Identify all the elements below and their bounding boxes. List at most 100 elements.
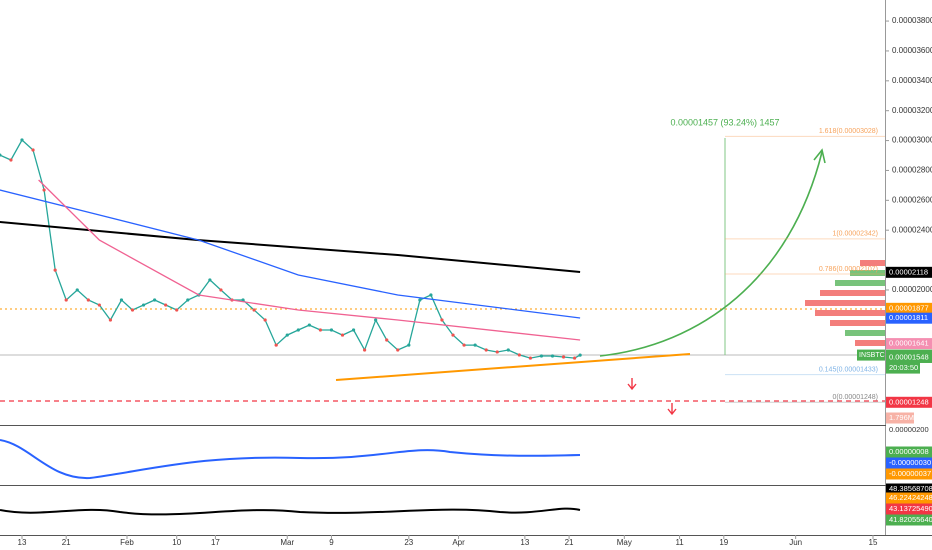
down-arrow	[627, 378, 637, 391]
osc-badge-text: 41.82055640	[889, 515, 932, 524]
macd-badge	[886, 424, 932, 436]
price-point	[550, 354, 555, 358]
price-point	[495, 350, 499, 354]
price-badge	[886, 266, 932, 278]
price-point	[53, 268, 57, 272]
price-point	[31, 148, 35, 152]
price-point	[186, 298, 190, 302]
macd-badge-text: -0.00000030	[889, 458, 931, 467]
x-tick-label: 13	[520, 538, 529, 547]
price-point	[20, 138, 24, 142]
price-point	[9, 158, 13, 162]
profile-bar	[820, 290, 885, 296]
price-point	[517, 353, 521, 357]
price-point	[385, 338, 389, 342]
macd-badge-text: -0.00000037	[889, 469, 931, 478]
macd-badge	[886, 468, 932, 480]
arrow-head	[813, 148, 826, 164]
price-point	[108, 318, 113, 322]
price-point	[539, 354, 544, 358]
x-tick-label: 21	[62, 538, 71, 547]
x-tick-label: 19	[719, 538, 728, 547]
price-point	[252, 308, 256, 312]
price-point	[318, 328, 323, 332]
price-point	[241, 298, 245, 302]
price-point	[440, 318, 444, 322]
fib-label: 0.145(0.00001433)	[819, 367, 878, 374]
price-point	[42, 188, 46, 192]
profile-bar	[845, 330, 885, 336]
price-point	[274, 343, 278, 347]
price-badge-text: 0.00001548	[889, 352, 929, 361]
moving-average	[38, 179, 581, 341]
y-tick-label: 0.00003200	[892, 106, 932, 115]
x-tick-label: Apr	[452, 538, 465, 547]
projection-arrow	[599, 151, 823, 357]
price-point	[307, 323, 311, 327]
price-point	[363, 348, 367, 352]
price-badge-text: 0.00001811	[889, 313, 928, 322]
price-point	[506, 348, 510, 352]
x-tick-label: Feb	[120, 538, 134, 547]
price-point	[219, 288, 223, 292]
profile-bar	[830, 320, 885, 326]
trend-line	[335, 353, 691, 381]
price-point	[130, 308, 135, 312]
profile-bar	[855, 340, 885, 346]
price-point	[153, 298, 157, 302]
x-tick-label: Jun	[789, 538, 802, 547]
price-point	[374, 318, 378, 322]
price-point	[164, 303, 168, 307]
price-badge	[886, 302, 932, 314]
profile-bar	[860, 260, 885, 266]
price-point	[0, 153, 2, 157]
macd-badge-text: 0.00000200	[889, 425, 929, 434]
profile-bar	[815, 310, 885, 316]
osc-badge	[886, 492, 932, 504]
volume-badge-text: 1.796M	[889, 413, 914, 422]
y-tick-label: 0.00003400	[892, 76, 932, 85]
osc-badge	[886, 503, 932, 515]
price-point	[208, 278, 212, 282]
price-point	[561, 355, 566, 359]
y-tick-label: 0.00003000	[892, 136, 932, 145]
price-point	[285, 333, 289, 337]
price-point	[407, 343, 411, 347]
countdown-badge	[886, 362, 920, 374]
y-tick-label: 0.00003800	[892, 16, 932, 25]
fib-label: 1(0.00002342)	[832, 231, 878, 238]
price-badge-text: 0.00001877	[889, 303, 929, 312]
x-tick-label: 13	[18, 538, 27, 547]
price-point	[528, 356, 532, 360]
price-point	[296, 328, 300, 332]
price-point	[64, 298, 68, 302]
y-tick-label: 0.00002000	[892, 285, 932, 294]
y-tick-label: 0.00002800	[892, 166, 932, 175]
price-point	[418, 298, 422, 302]
macd-badge	[886, 446, 932, 458]
volume-badge	[886, 412, 914, 424]
price-badge	[886, 396, 932, 408]
profile-bar	[835, 280, 885, 286]
price-point	[340, 333, 345, 337]
osc-badge-text: 48.38568708	[889, 484, 932, 493]
volume-profile	[805, 260, 885, 346]
price-badge-text: 0.00001641	[889, 339, 929, 348]
price-point	[75, 288, 79, 292]
profile-bar	[850, 270, 885, 276]
price-badge-text: 0.00002118	[889, 267, 928, 276]
price-point	[573, 356, 577, 360]
price-badge	[886, 351, 932, 363]
osc-badge-text: 43.13725490	[889, 504, 932, 513]
price-line	[0, 138, 581, 359]
price-point	[119, 298, 124, 302]
x-tick-label: 9	[329, 538, 334, 547]
x-tick-label: May	[617, 538, 632, 547]
price-point	[429, 293, 433, 297]
macd-badge	[886, 457, 932, 469]
price-badge	[886, 312, 932, 324]
x-tick-label: 10	[172, 538, 181, 547]
x-tick-label: 17	[211, 538, 220, 547]
